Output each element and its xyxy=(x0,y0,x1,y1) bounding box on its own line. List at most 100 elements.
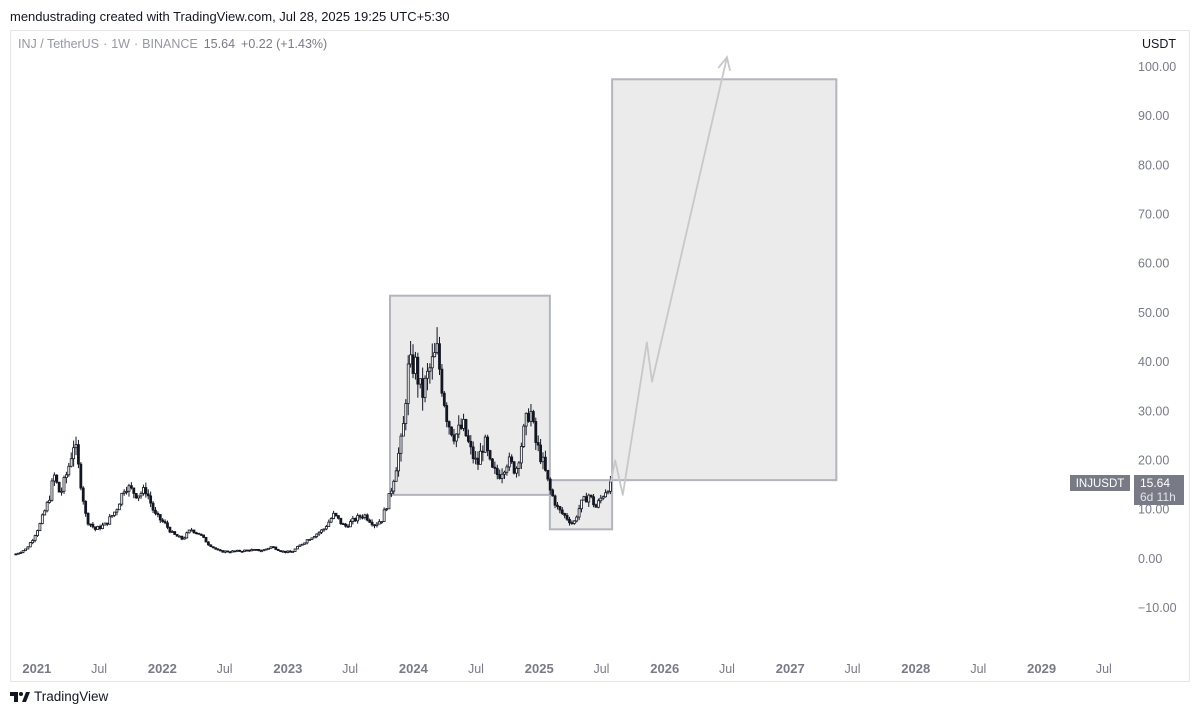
candle-body xyxy=(142,487,145,494)
candle-body xyxy=(103,522,107,526)
candle-body xyxy=(245,549,249,552)
candle-body xyxy=(349,521,352,528)
candle-body xyxy=(317,531,321,535)
legend-interval[interactable]: 1W xyxy=(111,37,130,51)
x-tick-label: Jul xyxy=(91,662,107,676)
candle-body xyxy=(406,363,410,404)
candle-body xyxy=(426,370,429,379)
x-tick-label: Jul xyxy=(342,662,358,676)
candle-body xyxy=(438,343,441,370)
range-box-3 xyxy=(611,78,838,482)
candle-body xyxy=(392,480,396,492)
candle-body xyxy=(207,541,210,546)
candle-body xyxy=(322,528,326,531)
currency-button[interactable]: USDT xyxy=(1134,33,1184,55)
candle-body xyxy=(31,540,35,544)
candle-body xyxy=(401,423,405,437)
candle-body xyxy=(310,537,314,540)
price-tag-bg xyxy=(1134,475,1184,505)
candle-body xyxy=(606,490,610,494)
legend-symbol[interactable]: INJ / TetherUS xyxy=(18,37,100,51)
candle-body xyxy=(312,536,316,539)
candle-body xyxy=(40,514,44,524)
candle-body xyxy=(387,493,391,510)
candle-body xyxy=(105,522,109,525)
candle-body xyxy=(510,456,514,463)
y-tick-label: 100.00 xyxy=(1138,60,1176,74)
y-tick-label: 60.00 xyxy=(1138,257,1169,271)
candle-body xyxy=(428,367,432,372)
candle-body xyxy=(173,531,177,535)
candle-body xyxy=(457,424,461,435)
candle-body xyxy=(228,551,232,554)
y-tick-label: 40.00 xyxy=(1138,355,1169,369)
candle-body xyxy=(269,546,273,549)
candle-body xyxy=(132,487,136,494)
candle-body xyxy=(233,550,237,553)
price-axis[interactable]: 100.00 90.00 80.00 70.00 60.00 50.00 40.00 30.0… xyxy=(1138,60,1177,615)
price-tag-countdown: 6d 11h xyxy=(1140,490,1176,504)
candle-body xyxy=(247,549,251,552)
candle-body xyxy=(433,352,437,358)
candle-body xyxy=(414,356,417,374)
time-axis[interactable]: 2021 Jul 2022 Jul 2023 Jul 2024 Jul 2025 Jul 2026 J… xyxy=(22,661,1111,676)
candle-body xyxy=(81,487,85,502)
candle-body xyxy=(250,549,254,552)
candle-body xyxy=(235,549,239,552)
candle-body xyxy=(226,550,230,553)
candle-body xyxy=(592,496,595,506)
tradingview-logo[interactable]: TradingView xyxy=(10,689,108,704)
candle-body xyxy=(505,466,509,473)
projection-line xyxy=(609,56,728,496)
candle-body xyxy=(327,521,331,527)
candle-body xyxy=(572,520,576,524)
y-tick-label: −10.00 xyxy=(1138,601,1177,615)
candle-body xyxy=(276,549,280,552)
candle-body xyxy=(84,500,88,514)
candle-body xyxy=(298,544,302,547)
y-tick-label: 20.00 xyxy=(1138,453,1169,467)
candle-body xyxy=(286,550,290,553)
candle-body xyxy=(442,392,446,406)
candle-body xyxy=(454,433,458,442)
candle-body xyxy=(481,450,485,453)
candle-body xyxy=(262,549,266,552)
candle-body xyxy=(503,471,506,475)
candle-body xyxy=(568,518,571,524)
candle-body xyxy=(365,514,369,521)
candle-body xyxy=(519,446,523,464)
candle-body xyxy=(368,519,372,523)
candle-body xyxy=(50,480,54,501)
candle-body xyxy=(334,512,338,516)
candle-body xyxy=(24,548,27,552)
symbol-tag-bg xyxy=(1070,475,1130,491)
candle-body xyxy=(64,474,68,478)
candle-body xyxy=(190,529,193,532)
y-tick-label: 90.00 xyxy=(1138,109,1169,123)
range-box-1 xyxy=(388,294,551,496)
candle-body xyxy=(358,515,362,518)
candle-body xyxy=(158,514,162,521)
x-tick-label: 2022 xyxy=(148,661,177,676)
candle-body xyxy=(257,549,261,552)
candle-body xyxy=(274,546,278,550)
candle-body xyxy=(517,462,521,469)
candle-body xyxy=(536,442,540,446)
x-tick-label: 2028 xyxy=(901,661,930,676)
candle-body xyxy=(385,508,388,511)
candle-body xyxy=(238,549,242,552)
candle-body xyxy=(341,523,345,526)
candle-body xyxy=(202,534,206,538)
candle-body xyxy=(498,474,502,479)
candle-body xyxy=(43,510,47,516)
candle-body xyxy=(353,518,357,522)
range-boxes xyxy=(388,78,838,531)
candle-body xyxy=(596,500,600,508)
tradingview-icon xyxy=(10,691,30,702)
candle-body xyxy=(544,456,547,471)
candle-body xyxy=(587,494,591,503)
candle-body xyxy=(98,526,102,529)
candle-body xyxy=(363,514,367,518)
candle-body xyxy=(281,550,285,553)
